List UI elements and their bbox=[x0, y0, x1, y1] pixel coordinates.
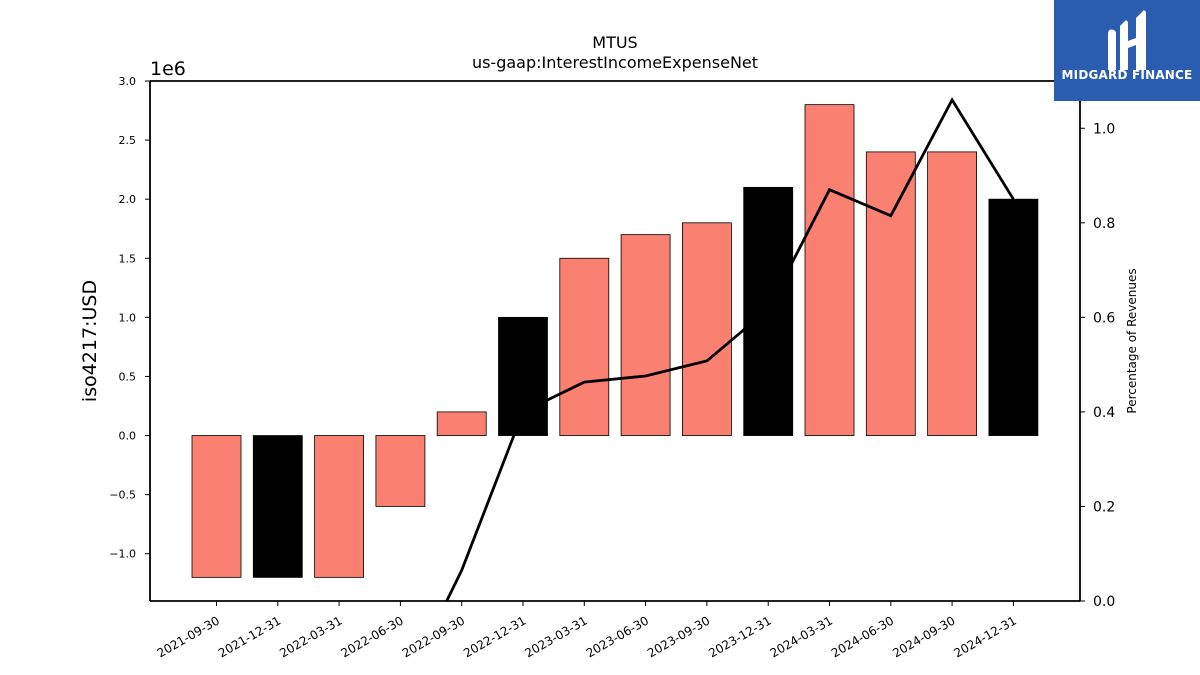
bar-2022-09-30 bbox=[436, 411, 487, 436]
y2-tick-label: 0.2 bbox=[1093, 499, 1115, 515]
x-tick-label: 2022-03-31 bbox=[277, 613, 344, 660]
y-tick-label: 0.0 bbox=[119, 430, 137, 443]
y2-tick-label: 0.8 bbox=[1093, 216, 1115, 232]
y2-tick-label: 0.6 bbox=[1093, 310, 1115, 326]
y-tick-label: 2.0 bbox=[119, 193, 137, 206]
logo-mark-icon bbox=[1108, 10, 1146, 70]
y-tick-label: 1.5 bbox=[119, 252, 137, 265]
y-tick-label: 2.5 bbox=[119, 134, 137, 147]
revenue-percentage-line bbox=[445, 97, 1015, 601]
x-tick-label: 2022-09-30 bbox=[400, 613, 467, 660]
bar-2022-03-31 bbox=[314, 435, 365, 578]
x-tick-label: 2024-09-30 bbox=[890, 613, 957, 660]
x-tick-label: 2024-12-31 bbox=[951, 613, 1018, 660]
x-tick-label: 2021-12-31 bbox=[216, 613, 283, 660]
bar-2023-09-30 bbox=[682, 222, 732, 436]
bar-2021-12-31 bbox=[252, 435, 303, 578]
x-tick-label: 2023-12-31 bbox=[706, 613, 773, 660]
y-tick-label: 1.0 bbox=[119, 311, 137, 324]
bar-2022-12-31 bbox=[498, 316, 548, 436]
x-tick-label: 2024-03-31 bbox=[768, 613, 835, 660]
bar-2023-03-31 bbox=[559, 257, 610, 436]
y-tick-label: −0.5 bbox=[109, 489, 136, 502]
y2-tick-label: 0.4 bbox=[1093, 405, 1115, 421]
y2-tick-label: 0.0 bbox=[1093, 594, 1115, 610]
y-axis-multiplier: 1e6 bbox=[150, 58, 186, 80]
bar-2024-12-31 bbox=[988, 198, 1039, 436]
x-tick-label: 2022-06-30 bbox=[338, 613, 405, 660]
y-axis-label: iso4217:USD bbox=[79, 280, 101, 402]
x-tick-label: 2024-06-30 bbox=[829, 613, 896, 660]
line-group bbox=[445, 97, 1015, 601]
y-tick-label: 3.0 bbox=[119, 75, 137, 88]
bars-group bbox=[191, 104, 1039, 578]
logo: MIDGARD FINANCE bbox=[1054, 0, 1200, 101]
bar-2024-09-30 bbox=[927, 151, 977, 436]
right-axis-label: Percentage of Revenues bbox=[1125, 268, 1139, 413]
bar-2023-12-31 bbox=[743, 186, 794, 436]
bar-2022-06-30 bbox=[375, 435, 426, 507]
x-tick-label: 2023-09-30 bbox=[645, 613, 712, 660]
logo-text: MIDGARD FINANCE bbox=[1061, 68, 1193, 82]
bar-2023-06-30 bbox=[620, 234, 671, 436]
x-tick-label: 2021-09-30 bbox=[155, 613, 222, 660]
chart-title: MTUS bbox=[592, 33, 637, 52]
bar-2024-03-31 bbox=[804, 104, 855, 436]
bar-2024-06-30 bbox=[865, 151, 916, 436]
x-tick-label: 2022-12-31 bbox=[461, 613, 528, 660]
bar-2021-09-30 bbox=[191, 435, 242, 578]
y-tick-label: 0.5 bbox=[119, 370, 137, 383]
y2-tick-label: 1.0 bbox=[1093, 121, 1115, 137]
x-tick-label: 2023-06-30 bbox=[584, 613, 651, 660]
y-tick-label: −1.0 bbox=[109, 548, 136, 561]
x-tick-label: 2023-03-31 bbox=[522, 613, 589, 660]
chart-subtitle: us-gaap:InterestIncomeExpenseNet bbox=[472, 53, 758, 72]
